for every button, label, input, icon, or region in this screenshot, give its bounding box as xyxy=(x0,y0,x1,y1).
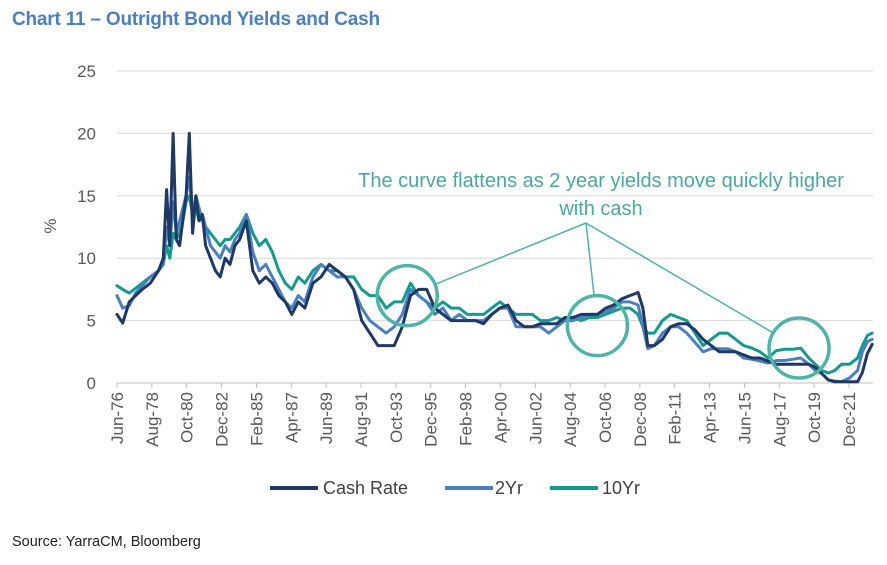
series-line-cash-rate xyxy=(115,131,874,384)
x-tick-label: Dec-21 xyxy=(840,392,859,447)
x-tick-label: Oct-80 xyxy=(178,392,197,443)
annotation-circle xyxy=(767,316,831,380)
y-tick-label: 25 xyxy=(77,62,96,81)
gridlines xyxy=(117,70,873,322)
x-tick-label: Feb-11 xyxy=(666,392,685,445)
annotation: The curve flattens as 2 year yields move… xyxy=(358,170,844,380)
y-tick-label: 5 xyxy=(87,312,96,331)
x-tick-label: Oct-19 xyxy=(805,392,824,443)
x-tick-label: Aug-17 xyxy=(770,392,789,447)
legend-label: Cash Rate xyxy=(323,478,408,498)
legend-label: 10Yr xyxy=(602,478,640,498)
legend-label: 2Yr xyxy=(495,478,523,498)
y-tick-label: 10 xyxy=(77,249,96,268)
annotation-circle xyxy=(375,263,439,328)
x-tick-label: Apr-00 xyxy=(491,392,510,443)
x-tick-label: Apr-87 xyxy=(282,392,301,443)
series-layer xyxy=(115,131,874,384)
y-axis-label: % xyxy=(41,218,60,233)
x-tick-label: Jun-15 xyxy=(735,392,754,444)
series-line-10yr xyxy=(115,194,874,375)
annotation-circle xyxy=(565,293,630,358)
x-tick-label: Jun-76 xyxy=(108,392,127,444)
x-tick-label: Oct-93 xyxy=(387,392,406,443)
annotation-pointer xyxy=(434,222,587,286)
x-tick-label: Feb-98 xyxy=(457,392,476,446)
x-tick-label: Dec-82 xyxy=(213,392,232,447)
chart-title: Chart 11 – Outright Bond Yields and Cash xyxy=(12,9,380,30)
x-tick-label: Jun-89 xyxy=(317,392,336,444)
source-note: Source: YarraCM, Bloomberg xyxy=(12,534,201,550)
x-tick-label: Aug-04 xyxy=(561,392,580,447)
y-tick-label: 0 xyxy=(87,374,96,393)
x-tick-label: Dec-08 xyxy=(631,392,650,447)
x-tick-label: Jun-02 xyxy=(526,392,545,444)
annotation-pointer xyxy=(585,222,774,334)
x-tick-label: Oct-06 xyxy=(596,392,615,443)
y-tick-label: 20 xyxy=(77,124,96,143)
x-tick-label: Feb-85 xyxy=(247,392,266,446)
annotation-text-line2: with cash xyxy=(558,198,642,220)
y-tick-label: 15 xyxy=(77,187,96,206)
annotation-text-line1: The curve flattens as 2 year yields move… xyxy=(358,170,844,192)
x-tick-label: Apr-13 xyxy=(701,392,720,443)
x-tick-label: Aug-78 xyxy=(143,392,162,447)
x-tick-label: Dec-95 xyxy=(422,392,441,447)
legend: Cash Rate 2Yr 10Yr xyxy=(270,478,640,498)
y-axis: 0 5 10 15 20 25 xyxy=(77,62,96,393)
x-tick-label: Aug-91 xyxy=(352,392,371,447)
annotation-pointer xyxy=(585,222,595,296)
x-axis: Jun-76 Aug-78 Oct-80 Dec-82 Feb-85 Apr-87 Jun-… xyxy=(108,382,873,447)
